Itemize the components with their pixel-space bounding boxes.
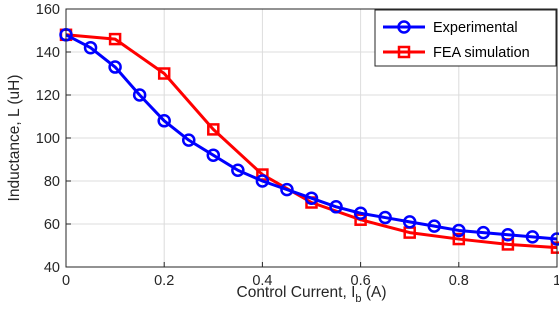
series-line <box>65 33 558 241</box>
y-tick-label: 120 <box>36 88 60 104</box>
y-axis-title: Inductance, L (uH) <box>6 75 23 202</box>
data-point <box>207 123 220 136</box>
data-point <box>452 232 466 246</box>
data-point <box>378 210 392 225</box>
data-point <box>83 40 98 55</box>
data-point <box>329 200 343 214</box>
series-line <box>65 33 558 250</box>
data-point <box>280 182 294 197</box>
data-point <box>427 219 441 233</box>
data-point <box>108 32 122 46</box>
data-point <box>108 60 122 74</box>
data-point <box>402 215 417 229</box>
legend-entry: Experimental <box>383 20 518 36</box>
x-tick-label: 0.6 <box>351 273 371 289</box>
data-point <box>501 228 515 242</box>
legend: Experimental FEA simulation <box>374 9 557 67</box>
x-tick-label: 0.8 <box>449 273 469 289</box>
x-axis-title: Control Current, Ib (A) <box>237 284 387 305</box>
y-tick-label: 100 <box>36 131 60 147</box>
data-point <box>353 206 368 220</box>
legend-marker <box>397 20 411 34</box>
x-tick-label: 1 <box>553 273 559 289</box>
data-point <box>304 191 319 205</box>
data-point <box>231 163 245 177</box>
data-point <box>132 88 147 102</box>
data-point <box>476 225 491 240</box>
data-point <box>525 230 540 244</box>
data-point <box>255 174 270 188</box>
y-tick-label: 80 <box>44 174 60 190</box>
x-tick-label: 0 <box>62 273 70 289</box>
data-series <box>59 28 559 254</box>
legend-label: Experimental <box>433 20 518 36</box>
y-tick-label: 60 <box>44 217 60 233</box>
x-axis-title-unit: (A) <box>362 284 387 301</box>
legend-entry: FEA simulation <box>383 45 530 61</box>
data-point <box>182 133 196 147</box>
data-point <box>157 67 171 80</box>
x-axis-title-subscript: b <box>355 293 361 305</box>
x-tick-label: 0.4 <box>252 273 272 289</box>
y-tick-label: 40 <box>44 260 60 276</box>
x-axis-title-main: Control Current, I <box>237 284 356 301</box>
data-point <box>157 114 171 128</box>
y-tick-label: 140 <box>36 45 60 61</box>
data-point <box>452 223 466 238</box>
y-tick-label: 160 <box>36 2 60 18</box>
x-tick-label: 0.2 <box>154 273 174 289</box>
data-point <box>206 148 221 162</box>
legend-marker <box>397 45 411 59</box>
legend-label: FEA simulation <box>433 45 530 61</box>
